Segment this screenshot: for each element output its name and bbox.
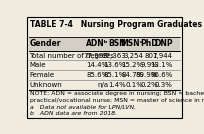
- Text: 13.1%: 13.1%: [150, 62, 173, 68]
- Text: n/a: n/a: [97, 82, 109, 88]
- Text: 1.4%: 1.4%: [108, 82, 126, 88]
- Text: TABLE 7-4   Nursing Program Graduates by Degree Typeᵃ a: TABLE 7-4 Nursing Program Graduates by D…: [30, 20, 204, 29]
- Text: Gender: Gender: [29, 39, 61, 48]
- Text: 85.1%: 85.1%: [104, 72, 126, 78]
- Text: 3,254: 3,254: [123, 53, 143, 59]
- Text: BSN: BSN: [108, 39, 126, 48]
- Text: Unknown: Unknown: [29, 82, 62, 88]
- Text: Female: Female: [29, 72, 55, 78]
- Text: 0.1%: 0.1%: [125, 82, 143, 88]
- Text: Male: Male: [29, 62, 46, 68]
- Text: b   ADN data are from 2018.: b ADN data are from 2018.: [30, 111, 117, 116]
- Text: 77,363: 77,363: [101, 53, 126, 59]
- Text: 84.7%: 84.7%: [121, 72, 143, 78]
- Text: 85.6%: 85.6%: [86, 72, 109, 78]
- Text: MSNᶜ: MSNᶜ: [121, 39, 143, 48]
- Text: NOTE: ADN = associate degree in nursing; BSN = bachelor of science in nursing; D: NOTE: ADN = associate degree in nursing;…: [30, 91, 204, 96]
- Text: 77,993: 77,993: [84, 53, 109, 59]
- Text: PhD: PhD: [141, 39, 158, 48]
- Text: 86.6%: 86.6%: [150, 72, 173, 78]
- Text: 15.2%: 15.2%: [121, 62, 143, 68]
- Text: 9.9%: 9.9%: [140, 62, 158, 68]
- Text: 13.6%: 13.6%: [103, 62, 126, 68]
- Text: DNP: DNP: [154, 39, 173, 48]
- Text: 0.3%: 0.3%: [155, 82, 173, 88]
- Text: ADNᵇ: ADNᵇ: [86, 39, 109, 48]
- Text: 0.2%: 0.2%: [141, 82, 158, 88]
- Text: 14.4%: 14.4%: [86, 62, 109, 68]
- Text: practical/vocational nurse; MSN = master of science in nursing.: practical/vocational nurse; MSN = master…: [30, 98, 204, 103]
- Text: 7,944: 7,944: [153, 53, 173, 59]
- Text: 801: 801: [145, 53, 158, 59]
- Bar: [29, 37, 180, 51]
- Text: a   Data not available for LPN/LVN.: a Data not available for LPN/LVN.: [30, 104, 136, 109]
- Text: 89.9%: 89.9%: [136, 72, 158, 78]
- Text: Total number of degrees: Total number of degrees: [29, 53, 114, 59]
